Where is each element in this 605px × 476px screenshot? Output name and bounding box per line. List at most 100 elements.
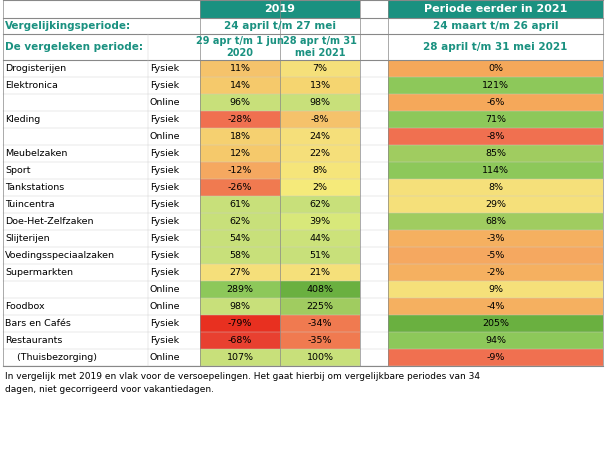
Text: 98%: 98%	[229, 302, 250, 311]
Text: 24 april t/m 27 mei: 24 april t/m 27 mei	[224, 21, 336, 31]
Bar	[3, 18, 603, 34]
Bar	[388, 349, 603, 366]
Text: -34%: -34%	[308, 319, 332, 328]
Bar	[3, 230, 603, 247]
Text: -9%: -9%	[486, 353, 505, 362]
Text: Fysiek: Fysiek	[150, 64, 179, 73]
Bar	[280, 179, 360, 196]
Bar	[3, 162, 603, 179]
Text: 22%: 22%	[310, 149, 330, 158]
Text: Doe-Het-Zelfzaken: Doe-Het-Zelfzaken	[5, 217, 94, 226]
Bar	[388, 247, 603, 264]
Text: Fysiek: Fysiek	[150, 166, 179, 175]
Text: Fysiek: Fysiek	[150, 217, 179, 226]
Text: 121%: 121%	[482, 81, 509, 90]
Text: De vergeleken periode:: De vergeleken periode:	[5, 42, 143, 52]
Text: 71%: 71%	[485, 115, 506, 124]
Bar	[280, 94, 360, 111]
Text: 54%: 54%	[229, 234, 250, 243]
Text: Voedingsspeciaalzaken: Voedingsspeciaalzaken	[5, 251, 115, 260]
Bar	[388, 60, 603, 77]
Text: 68%: 68%	[485, 217, 506, 226]
Text: Bars en Cafés: Bars en Cafés	[5, 319, 71, 328]
Text: -5%: -5%	[486, 251, 505, 260]
Text: 98%: 98%	[310, 98, 330, 107]
Text: 96%: 96%	[229, 98, 250, 107]
Text: 24 maart t/m 26 april: 24 maart t/m 26 april	[433, 21, 558, 31]
Text: (Thuisbezorging): (Thuisbezorging)	[5, 353, 97, 362]
Text: Tuincentra: Tuincentra	[5, 200, 54, 209]
Text: Fysiek: Fysiek	[150, 336, 179, 345]
Bar	[388, 196, 603, 213]
Bar	[388, 77, 603, 94]
Bar	[388, 128, 603, 145]
Text: 225%: 225%	[307, 302, 333, 311]
Bar	[3, 60, 603, 77]
Bar	[200, 298, 280, 315]
Bar	[388, 281, 603, 298]
Bar	[200, 94, 280, 111]
Bar	[3, 315, 603, 332]
Bar	[200, 196, 280, 213]
Text: 21%: 21%	[310, 268, 330, 277]
Text: 114%: 114%	[482, 166, 509, 175]
Bar	[280, 128, 360, 145]
Bar	[3, 247, 603, 264]
Text: 2%: 2%	[313, 183, 327, 192]
Text: 28 apr t/m 31
mei 2021: 28 apr t/m 31 mei 2021	[283, 36, 357, 58]
Bar	[388, 94, 603, 111]
Bar	[200, 315, 280, 332]
Text: 61%: 61%	[229, 200, 250, 209]
Bar	[3, 128, 603, 145]
Bar	[200, 60, 280, 77]
Text: Foodbox: Foodbox	[5, 302, 45, 311]
Text: Elektronica: Elektronica	[5, 81, 58, 90]
Text: 18%: 18%	[229, 132, 250, 141]
Bar	[200, 111, 280, 128]
Text: 14%: 14%	[229, 81, 250, 90]
Bar	[3, 0, 200, 18]
Bar	[200, 349, 280, 366]
Bar	[200, 281, 280, 298]
Text: 39%: 39%	[309, 217, 330, 226]
Text: Tankstations: Tankstations	[5, 183, 64, 192]
Text: -8%: -8%	[311, 115, 329, 124]
Text: Kleding: Kleding	[5, 115, 41, 124]
Bar	[3, 332, 603, 349]
Bar	[200, 264, 280, 281]
Text: Online: Online	[150, 302, 180, 311]
Bar	[3, 145, 603, 162]
Text: 28 april t/m 31 mei 2021: 28 april t/m 31 mei 2021	[424, 42, 567, 52]
Bar	[3, 196, 603, 213]
Bar	[280, 111, 360, 128]
Text: Online: Online	[150, 285, 180, 294]
Text: Slijterijen: Slijterijen	[5, 234, 50, 243]
Bar	[3, 349, 603, 366]
Text: -12%: -12%	[228, 166, 252, 175]
Text: 58%: 58%	[229, 251, 250, 260]
Text: Fysiek: Fysiek	[150, 234, 179, 243]
Text: 44%: 44%	[310, 234, 330, 243]
Text: Fysiek: Fysiek	[150, 268, 179, 277]
Bar	[200, 162, 280, 179]
Text: 8%: 8%	[488, 183, 503, 192]
Text: -2%: -2%	[486, 268, 505, 277]
Bar	[200, 213, 280, 230]
Bar	[200, 128, 280, 145]
Text: Vergelijkingsperiode:: Vergelijkingsperiode:	[5, 21, 131, 31]
Text: 8%: 8%	[313, 166, 327, 175]
Text: -3%: -3%	[486, 234, 505, 243]
Bar	[388, 264, 603, 281]
Text: 24%: 24%	[310, 132, 330, 141]
Text: Online: Online	[150, 98, 180, 107]
Text: Periode eerder in 2021: Periode eerder in 2021	[424, 4, 567, 14]
Text: 94%: 94%	[485, 336, 506, 345]
Text: -79%: -79%	[228, 319, 252, 328]
Bar	[280, 315, 360, 332]
Text: Fysiek: Fysiek	[150, 149, 179, 158]
Bar	[388, 111, 603, 128]
Text: 205%: 205%	[482, 319, 509, 328]
Bar	[3, 94, 603, 111]
Bar	[388, 230, 603, 247]
Text: Fysiek: Fysiek	[150, 319, 179, 328]
